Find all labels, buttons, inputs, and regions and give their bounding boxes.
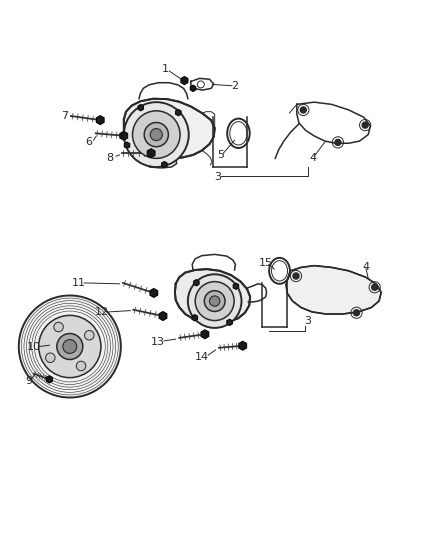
Polygon shape (286, 265, 381, 314)
Polygon shape (138, 104, 143, 111)
Polygon shape (124, 99, 215, 158)
Polygon shape (176, 110, 181, 116)
Polygon shape (150, 289, 158, 297)
Polygon shape (181, 77, 188, 84)
Text: 4: 4 (363, 262, 370, 272)
Text: 5: 5 (218, 150, 225, 160)
Polygon shape (96, 116, 104, 124)
Circle shape (195, 281, 234, 320)
Circle shape (85, 330, 94, 340)
Polygon shape (227, 319, 232, 325)
Polygon shape (192, 315, 198, 321)
Circle shape (76, 361, 86, 371)
Polygon shape (147, 149, 155, 158)
Circle shape (204, 290, 225, 311)
Circle shape (144, 123, 168, 147)
Text: 8: 8 (106, 152, 113, 163)
Text: 9: 9 (25, 376, 32, 386)
Text: 15: 15 (259, 258, 273, 268)
Circle shape (293, 273, 299, 279)
Text: 10: 10 (27, 342, 41, 351)
Polygon shape (120, 132, 127, 140)
Polygon shape (46, 376, 53, 383)
Circle shape (372, 284, 378, 290)
Text: 11: 11 (71, 278, 85, 288)
Text: 3: 3 (214, 172, 221, 182)
Circle shape (335, 139, 341, 146)
Polygon shape (233, 283, 239, 289)
Text: 2: 2 (231, 80, 239, 91)
Circle shape (19, 295, 121, 398)
Polygon shape (159, 312, 167, 320)
Polygon shape (194, 280, 199, 286)
Polygon shape (124, 142, 130, 148)
Circle shape (124, 102, 189, 167)
Text: 1: 1 (162, 64, 169, 74)
Circle shape (188, 274, 241, 328)
Polygon shape (162, 161, 167, 168)
Circle shape (54, 322, 64, 332)
Text: 6: 6 (85, 137, 92, 147)
Circle shape (46, 353, 55, 362)
Polygon shape (175, 269, 250, 324)
Circle shape (362, 122, 368, 128)
Polygon shape (191, 85, 196, 91)
Polygon shape (239, 342, 247, 350)
Text: 14: 14 (194, 352, 209, 362)
Circle shape (39, 316, 101, 378)
Text: 4: 4 (309, 153, 316, 163)
Text: 7: 7 (60, 111, 68, 121)
Circle shape (57, 334, 83, 359)
Polygon shape (201, 330, 208, 338)
Text: 12: 12 (95, 308, 110, 317)
Circle shape (133, 111, 180, 158)
Text: 13: 13 (151, 337, 165, 347)
Circle shape (209, 296, 220, 306)
Circle shape (63, 340, 77, 353)
Circle shape (300, 107, 306, 113)
Circle shape (150, 128, 162, 141)
Circle shape (353, 310, 360, 316)
Text: 3: 3 (304, 316, 311, 326)
